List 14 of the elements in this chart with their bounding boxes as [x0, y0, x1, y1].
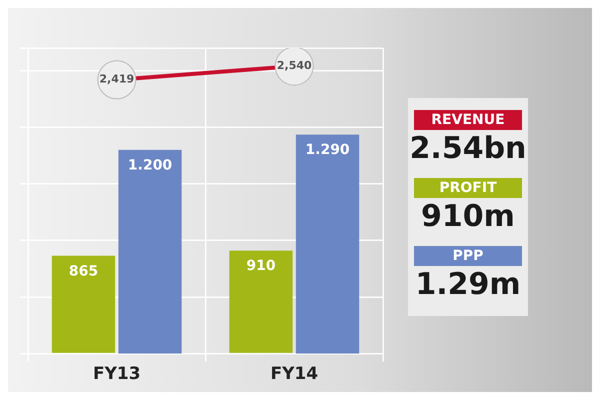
text: 910m — [421, 198, 515, 236]
x-tick-label: FY13 — [92, 364, 141, 384]
text: REVENUE — [414, 110, 522, 130]
text: PPP — [414, 246, 522, 266]
data-label: 2,419 — [99, 72, 134, 86]
data-label: 1.200 — [128, 158, 172, 174]
data-label: 910 — [246, 258, 276, 274]
data-label: 865 — [68, 263, 98, 280]
data-label: 1.290 — [305, 142, 350, 158]
text: PROFIT — [414, 178, 522, 198]
text: 2.54bn — [410, 130, 526, 168]
x-tick-label: FY14 — [270, 364, 318, 384]
data-label: 2,540 — [276, 58, 312, 72]
text: 1.29m — [415, 266, 521, 304]
